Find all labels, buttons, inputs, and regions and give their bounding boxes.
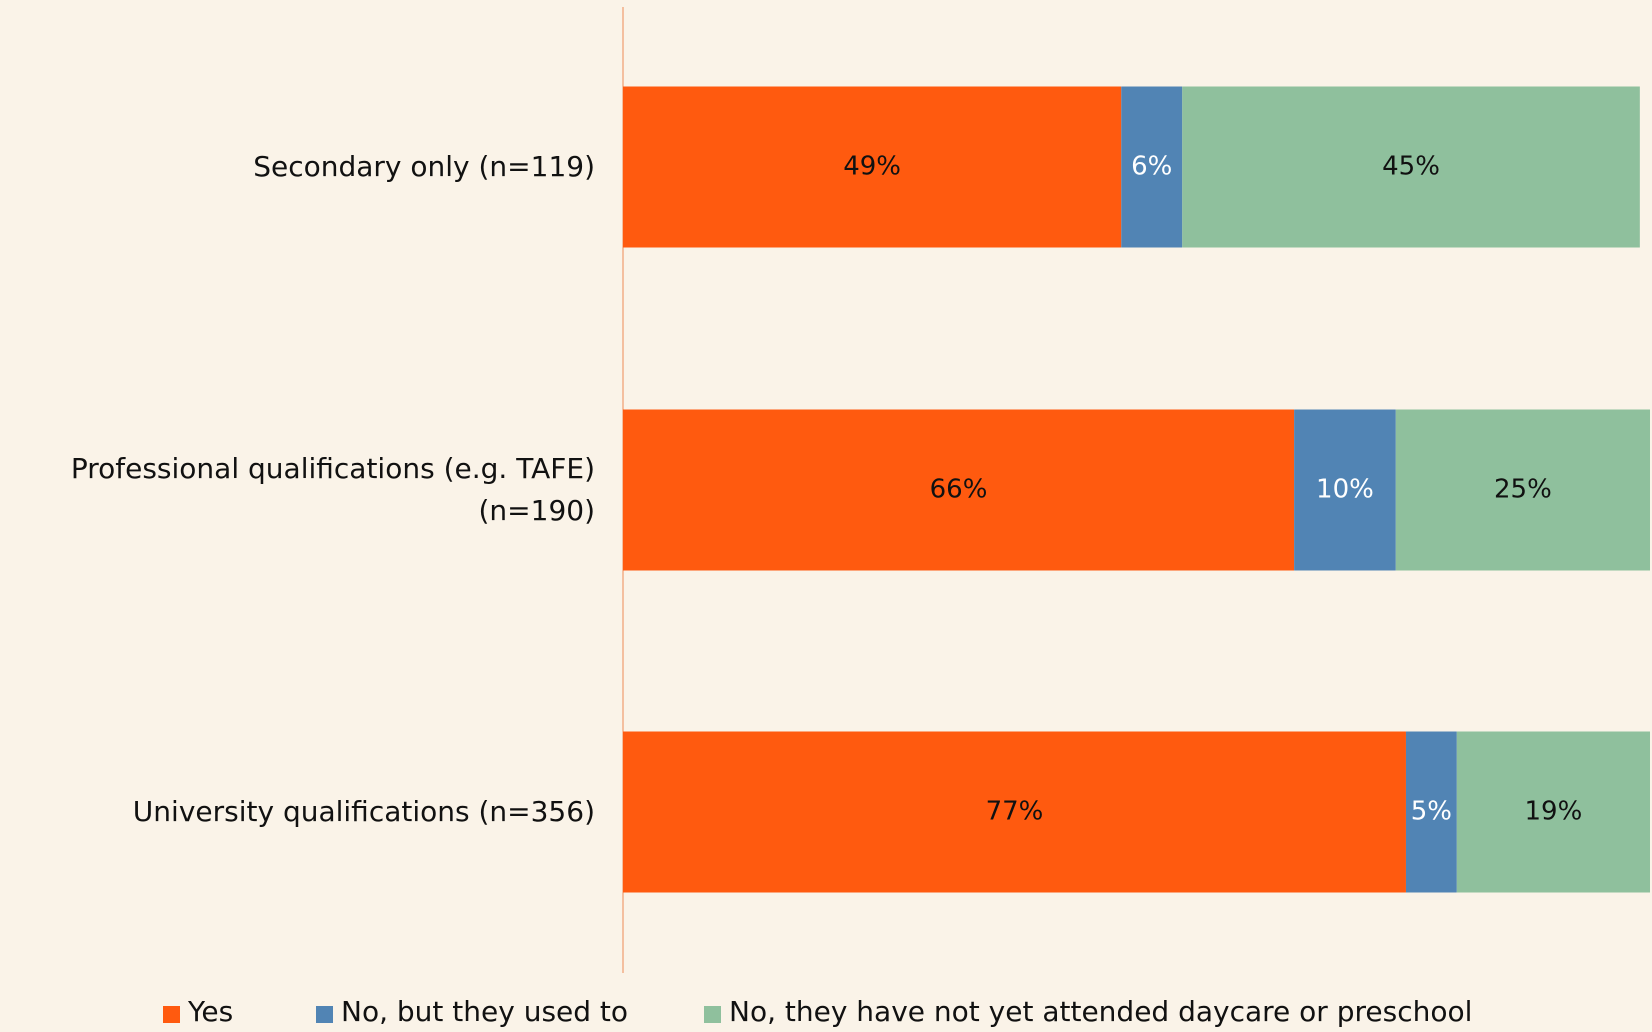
category-label: Secondary only (n=119) — [253, 150, 595, 183]
value-label: 77% — [986, 797, 1044, 827]
value-label: 25% — [1494, 475, 1552, 505]
bar-segment — [1294, 409, 1396, 571]
value-label: 10% — [1316, 475, 1374, 505]
category-label: Professional qualifications (e.g. TAFE) … — [70, 452, 595, 527]
bar-segment — [1456, 731, 1650, 893]
legend-swatch — [316, 1006, 333, 1023]
value-label: 19% — [1525, 797, 1583, 827]
bar-segment — [1405, 731, 1457, 893]
value-label: 66% — [930, 475, 988, 505]
bar-segment — [623, 731, 1406, 893]
bar-segment — [1121, 86, 1183, 248]
bar-segment — [623, 86, 1122, 248]
value-label: 45% — [1382, 152, 1440, 182]
legend-swatch — [163, 1006, 180, 1023]
value-label: 6% — [1131, 152, 1172, 182]
legend-label: Yes — [187, 995, 233, 1028]
bar-segment — [1395, 409, 1650, 571]
category-label: University qualifications (n=356) — [132, 795, 595, 828]
bar-segment — [623, 409, 1295, 571]
legend-label: No, they have not yet attended daycare o… — [729, 995, 1472, 1028]
value-label: 5% — [1411, 797, 1452, 827]
bar-segment — [1182, 86, 1640, 248]
legend-swatch — [704, 1006, 721, 1023]
value-label: 49% — [843, 152, 901, 182]
legend-label: No, but they used to — [341, 995, 628, 1028]
